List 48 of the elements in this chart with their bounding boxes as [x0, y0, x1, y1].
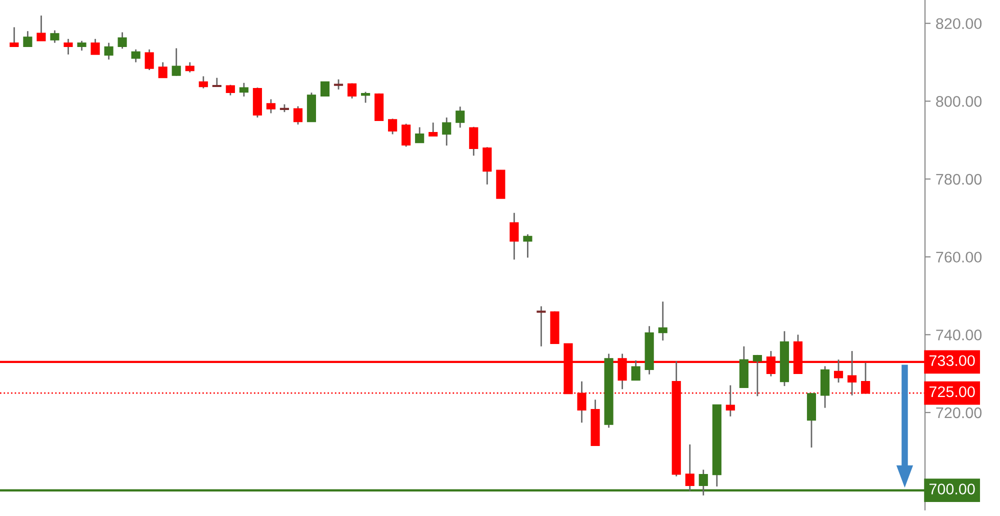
- candlestick: [752, 354, 762, 397]
- candlestick: [172, 48, 181, 77]
- candlestick: [428, 122, 438, 137]
- ref-line-label: 700.00: [929, 484, 975, 494]
- candlestick: [402, 123, 411, 148]
- candlestick: [415, 126, 424, 144]
- candlestick: [320, 81, 330, 96]
- candlestick: [104, 42, 114, 60]
- y-tick-label: 720.00: [936, 407, 982, 418]
- candlestick: [226, 84, 235, 96]
- candlestick: [239, 82, 248, 98]
- candlestick: [361, 91, 370, 104]
- y-tick-label: 760.00: [936, 252, 982, 263]
- candlestick: [118, 32, 127, 50]
- candlestick: [212, 77, 222, 88]
- y-tick-label: 780.00: [936, 174, 982, 185]
- candlestick: [334, 78, 344, 90]
- candlestick: [536, 306, 546, 348]
- candlestick: [90, 38, 100, 56]
- y-tick-label: 740.00: [936, 330, 982, 340]
- candlestick: [658, 300, 668, 342]
- candlestick: [77, 40, 86, 52]
- candlestick: [23, 30, 32, 48]
- y-tick-label: 820.00: [936, 18, 982, 30]
- candlestick: [198, 76, 208, 90]
- candlestick: [50, 30, 60, 44]
- candlestick: [64, 38, 73, 56]
- candlestick: [36, 14, 46, 42]
- candlestick: [185, 62, 194, 74]
- candlestick: [158, 62, 168, 79]
- candlestick: [631, 360, 640, 381]
- candlestick: [10, 26, 19, 48]
- candlestick: [388, 118, 398, 135]
- candlestick: [347, 82, 357, 100]
- candlestick: [131, 48, 140, 63]
- candlestick: [510, 212, 519, 260]
- candlestick: [469, 126, 478, 156]
- candlestick: [685, 444, 694, 492]
- ref-line-label: 725.00: [929, 386, 975, 398]
- candlestick: [293, 106, 303, 126]
- candlestick: [442, 116, 452, 146]
- candlestick: [523, 234, 532, 258]
- candlestick: [266, 98, 276, 114]
- candlestick: [456, 106, 465, 128]
- ref-line-label: 733.00: [929, 355, 975, 366]
- candlestick: [482, 146, 492, 186]
- candlestick: [144, 48, 154, 71]
- y-tick-label: 800.00: [936, 96, 982, 107]
